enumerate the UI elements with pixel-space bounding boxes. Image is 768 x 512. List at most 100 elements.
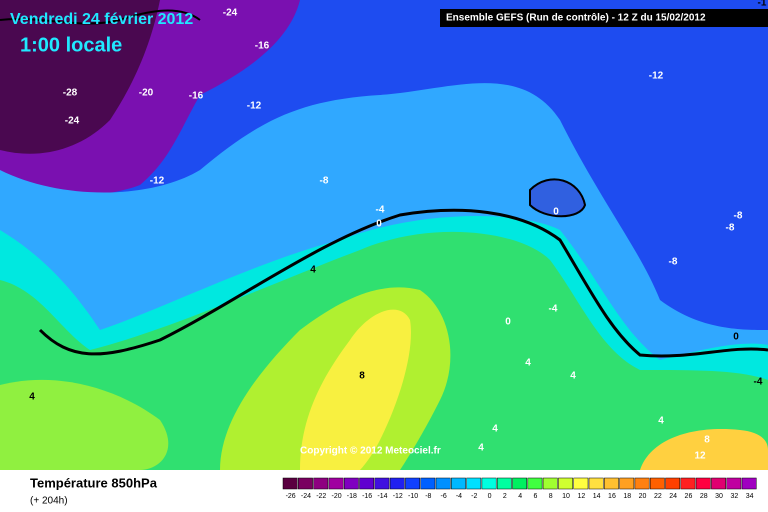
legend-tick-label: -22 (316, 493, 326, 500)
legend-tick-label: -18 (347, 493, 357, 500)
legend-swatch (711, 477, 726, 490)
legend-tick-label: 2 (503, 493, 507, 500)
legend-swatch (481, 477, 497, 490)
legend-swatch (313, 477, 329, 490)
legend-tick-label: 22 (654, 493, 662, 500)
contour-label: -8 (320, 176, 329, 187)
contour-label: 12 (694, 451, 706, 462)
legend-tick-label: 30 (715, 493, 723, 500)
legend-tick-label: -14 (377, 493, 387, 500)
legend-swatch (527, 477, 543, 490)
legend-swatch (680, 477, 696, 490)
legend-swatch (695, 477, 711, 490)
legend-swatch (558, 477, 573, 490)
contour-label: -4 (754, 377, 763, 388)
legend-swatch (343, 477, 359, 490)
contour-label: 4 (29, 392, 35, 403)
contour-label: 8 (359, 371, 365, 382)
map-time: 1:00 locale (20, 34, 122, 56)
contour-label: 4 (478, 443, 484, 454)
legend-tick-label: -16 (362, 493, 372, 500)
contour-label: -4 (376, 205, 385, 216)
legend-tick-label: -10 (408, 493, 418, 500)
legend-tick-label: -24 (301, 493, 311, 500)
contour-label: -8 (726, 223, 735, 234)
legend-tick-label: 12 (577, 493, 585, 500)
contour-label: 4 (658, 416, 664, 427)
contour-label: -24 (223, 8, 238, 19)
legend-swatch (282, 477, 298, 490)
legend-swatch (496, 477, 512, 490)
legend-swatch (573, 477, 589, 490)
contour-label: -16 (255, 41, 270, 52)
legend-swatch (619, 477, 635, 490)
legend-tick-label: 0 (488, 493, 492, 500)
legend-swatch (405, 477, 420, 490)
legend-tick-label: 16 (608, 493, 616, 500)
contour-label: 0 (553, 207, 559, 218)
legend-swatch (298, 477, 313, 490)
legend-swatch (665, 477, 681, 490)
contour-label: 4 (525, 358, 531, 369)
contour-label: 8 (704, 435, 710, 446)
legend-tick-label: -4 (456, 493, 462, 500)
contour-label: 0 (505, 317, 511, 328)
legend-tick-label: -26 (286, 493, 296, 500)
contour-label: -8 (669, 257, 678, 268)
legend-swatch (420, 477, 436, 490)
contour-label: -24 (65, 116, 80, 127)
map-background (0, 0, 768, 470)
contour-label: -28 (63, 88, 78, 99)
copyright: Copyright © 2012 Meteociel.fr (300, 446, 441, 457)
contour-label: 4 (492, 424, 498, 435)
legend-swatch (466, 477, 482, 490)
contour-label: -20 (139, 88, 154, 99)
legend-tick-label: 10 (562, 493, 570, 500)
legend-swatch (649, 477, 665, 490)
legend-tick-label: -8 (425, 493, 431, 500)
legend-swatch (634, 477, 650, 490)
legend-swatch (328, 477, 344, 490)
legend-swatch (604, 477, 619, 490)
contour-label: 0 (376, 219, 382, 230)
legend-swatch (588, 477, 604, 490)
legend-swatch (435, 477, 451, 490)
legend-tick-label: -12 (393, 493, 403, 500)
legend-tick-label: 26 (685, 493, 693, 500)
legend-tick-label: -6 (441, 493, 447, 500)
map-date: Vendredi 24 février 2012 (10, 11, 193, 28)
contour-label: 0 (733, 332, 739, 343)
contour-label: -8 (734, 211, 743, 222)
legend-tick-label: 6 (533, 493, 537, 500)
lead-time: (+ 204h) (30, 496, 68, 507)
legend-tick-label: 24 (669, 493, 677, 500)
legend-tick-label: 20 (639, 493, 647, 500)
legend-tick-label: 34 (746, 493, 754, 500)
contour-label: -16 (189, 91, 204, 102)
legend-swatch (726, 477, 742, 490)
legend-tick-label: 28 (700, 493, 708, 500)
contour-label: -12 (649, 71, 664, 82)
legend-swatch (389, 477, 405, 490)
variable-title: Température 850hPa (30, 475, 158, 490)
legend-tick-label: 14 (593, 493, 601, 500)
contour-label: -4 (549, 304, 558, 315)
legend-tick-label: 18 (623, 493, 631, 500)
contour-label: -12 (247, 101, 262, 112)
contour-label: 4 (570, 371, 576, 382)
legend-swatch (359, 477, 375, 490)
legend-swatch (374, 477, 390, 490)
legend-tick-label: -20 (331, 493, 341, 500)
legend-swatch (451, 477, 466, 490)
contour-label: 4 (310, 265, 316, 276)
legend-tick-label: 8 (549, 493, 553, 500)
legend-tick-label: -2 (471, 493, 477, 500)
contour-label: -1 (758, 0, 767, 9)
legend-swatch (741, 477, 757, 490)
contour-label: -12 (150, 176, 165, 187)
run-info: Ensemble GEFS (Run de contrôle) - 12 Z d… (446, 13, 706, 24)
legend-tick-label: 32 (730, 493, 738, 500)
legend-swatch (542, 477, 558, 490)
